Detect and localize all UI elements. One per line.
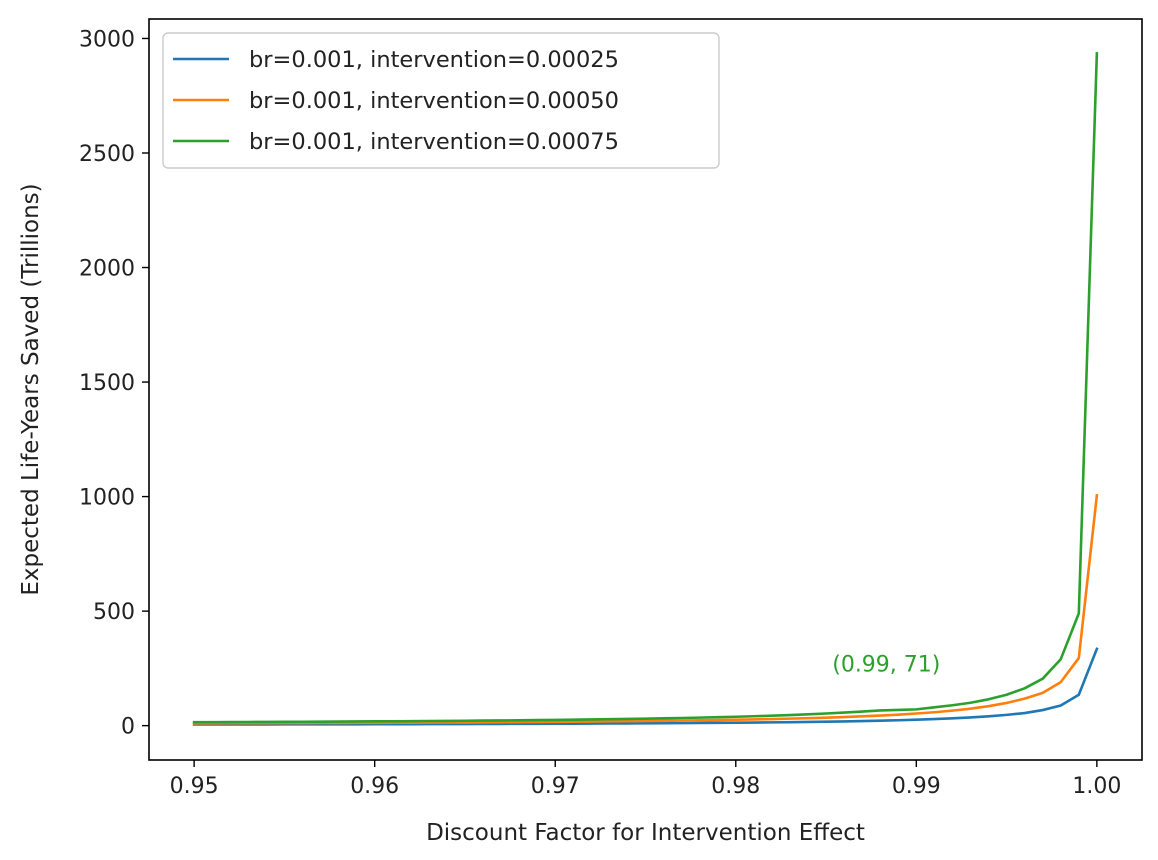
legend-label-2: br=0.001, intervention=0.00050 [249, 88, 619, 114]
x-tick-label: 0.97 [531, 774, 580, 799]
series-line-1 [192, 647, 1099, 726]
ticks: 0.95 0.96 0.97 0.98 0.99 1.00 0 500 1000 1500 2000… [79, 27, 1121, 799]
series-lines [192, 52, 1099, 726]
y-tick-label: 500 [93, 600, 135, 625]
y-tick-label: 3000 [79, 27, 135, 52]
legend[interactable]: br=0.001, intervention=0.00025 br=0.001, … [162, 32, 720, 169]
y-tick-label: 1500 [79, 371, 135, 396]
annotation-label: (0.99, 71) [832, 652, 940, 677]
legend-label-1: br=0.001, intervention=0.00025 [249, 47, 619, 73]
x-tick-label: 0.98 [711, 774, 760, 799]
x-tick-label: 0.95 [170, 774, 219, 799]
x-axis-label: Discount Factor for Intervention Effect [426, 820, 865, 846]
series-line-3 [192, 52, 1099, 724]
y-axis-label: Expected Life-Years Saved (Trillions) [18, 183, 44, 595]
plot-frame [148, 18, 1143, 761]
series-line-2 [192, 494, 1099, 725]
y-tick-label: 2000 [79, 257, 135, 282]
legend-label-3: br=0.001, intervention=0.00075 [249, 129, 619, 155]
y-tick-label: 1000 [79, 486, 135, 511]
annotations: (0.99, 71) [832, 652, 940, 677]
axes [148, 18, 1143, 761]
y-tick-label: 0 [121, 715, 135, 740]
legend-box [162, 32, 720, 169]
x-tick-label: 0.96 [350, 774, 399, 799]
x-tick-label: 1.00 [1072, 774, 1121, 799]
x-tick-label: 0.99 [892, 774, 941, 799]
y-tick-label: 2500 [79, 142, 135, 167]
